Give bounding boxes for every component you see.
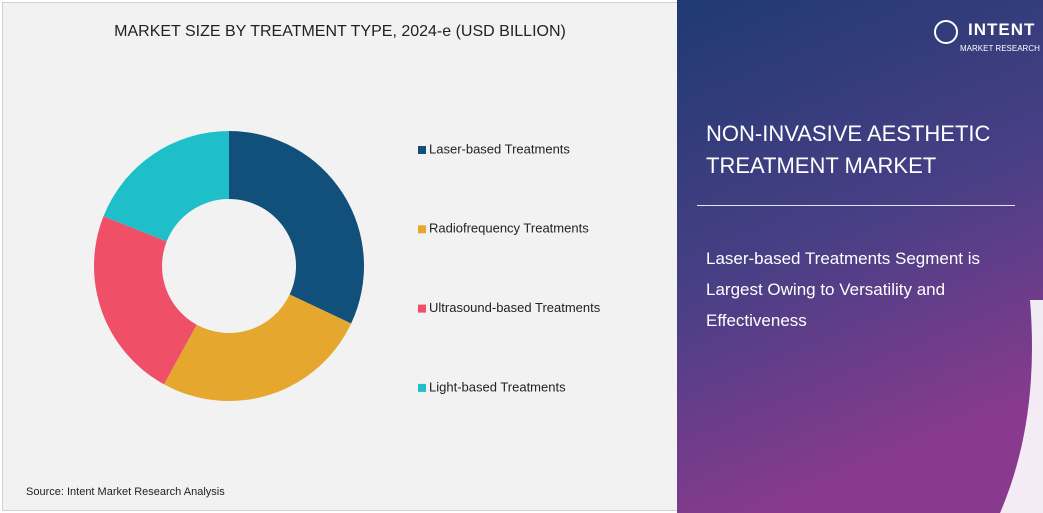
panel-headline: Laser-based Treatments Segment is Larges… (706, 249, 981, 330)
legend-label: Laser-based Treatments (429, 141, 570, 156)
divider (697, 205, 1015, 206)
legend-swatch (418, 304, 426, 313)
pie-slice (93, 216, 197, 385)
panel-title: NON-INVASIVE AESTHETIC TREATMENT MARKET (706, 121, 991, 178)
info-panel (677, 0, 1043, 513)
pie-slice (103, 131, 229, 242)
legend-label: Ultrasound-based Treatments (429, 300, 601, 315)
logo-tagline: MARKET RESEARCH (960, 44, 1040, 53)
logo-icon (934, 20, 958, 44)
legend-label: Radiofrequency Treatments (429, 221, 589, 236)
logo-name: INTENT (968, 20, 1036, 39)
legend-swatch (418, 146, 426, 154)
chart-title: MARKET SIZE BY TREATMENT TYPE, 2024-e (U… (114, 23, 566, 40)
legend-swatch (418, 225, 426, 234)
panel-curve (1000, 300, 1043, 513)
legend-swatch (418, 383, 426, 392)
pie-slice (229, 131, 364, 324)
pie-slice (163, 294, 352, 401)
source: Source: Intent Market Research Analysis (26, 486, 225, 498)
legend-label: Light-based Treatments (429, 379, 566, 394)
